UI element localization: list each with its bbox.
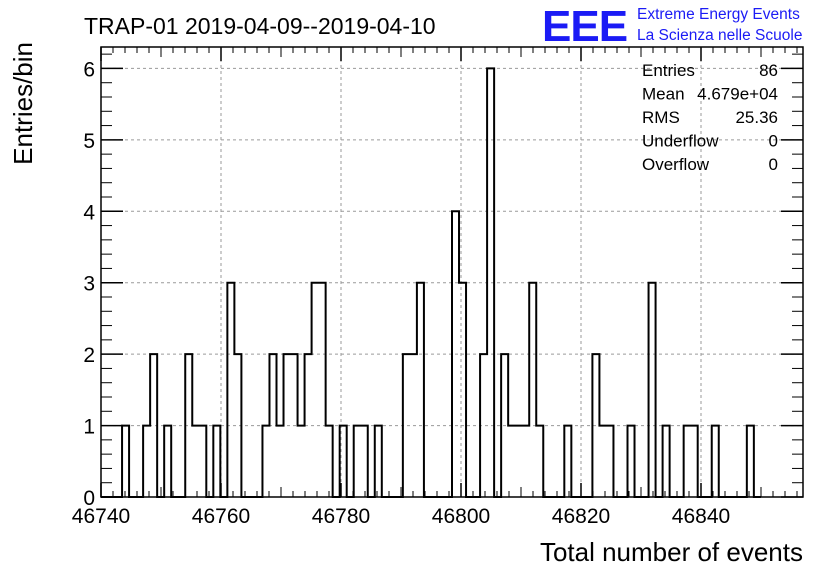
y-axis-label: Entries/bin — [8, 42, 38, 165]
stats-value: 0 — [769, 132, 778, 151]
plot-frame — [100, 46, 804, 498]
x-tick-label: 46800 — [432, 505, 490, 528]
x-tick-label: 46740 — [72, 505, 130, 528]
stats-value: 0 — [769, 155, 778, 174]
chart-title: TRAP-01 2019-04-09--2019-04-10 — [84, 13, 436, 39]
y-tick-label: 6 — [83, 58, 95, 81]
eee-logo-line1: Extreme Energy Events — [637, 6, 800, 23]
stats-value: 25.36 — [735, 108, 778, 127]
y-tick-label: 1 — [83, 416, 95, 439]
x-tick-label: 46760 — [192, 505, 250, 528]
y-tick-label: 3 — [83, 273, 95, 296]
x-tick-label: 46780 — [312, 505, 370, 528]
stats-label: Overflow — [642, 155, 710, 174]
y-tick-label: 4 — [83, 201, 95, 224]
eee-logo-letters: EEE — [542, 2, 627, 51]
x-axis-label: Total number of events — [540, 537, 803, 567]
stats-box: Entries 86 Mean 4.679e+04 RMS 25.36 Underflow 0… — [642, 61, 778, 174]
stats-value: 4.679e+04 — [697, 85, 778, 104]
y-tick-label: 0 — [83, 487, 95, 510]
stats-value: 86 — [759, 61, 778, 80]
y-tick-label: 5 — [83, 130, 95, 153]
stats-label: Underflow — [642, 132, 719, 151]
x-tick-label: 46820 — [552, 505, 610, 528]
stats-label: Entries — [642, 61, 695, 80]
y-tick-label: 2 — [83, 344, 95, 367]
stats-label: Mean — [642, 85, 685, 104]
eee-logo-line2: La Scienza nelle Scuole — [637, 27, 802, 44]
x-tick-label: 46840 — [672, 505, 730, 528]
eee-logo: EEE Extreme Energy Events La Scienza nel… — [542, 2, 802, 51]
y-tick-labels: 0 1 2 3 4 5 6 — [83, 58, 95, 510]
stats-label: RMS — [642, 108, 680, 127]
x-tick-labels: 46740 46760 46780 46800 46820 46840 — [72, 505, 730, 528]
